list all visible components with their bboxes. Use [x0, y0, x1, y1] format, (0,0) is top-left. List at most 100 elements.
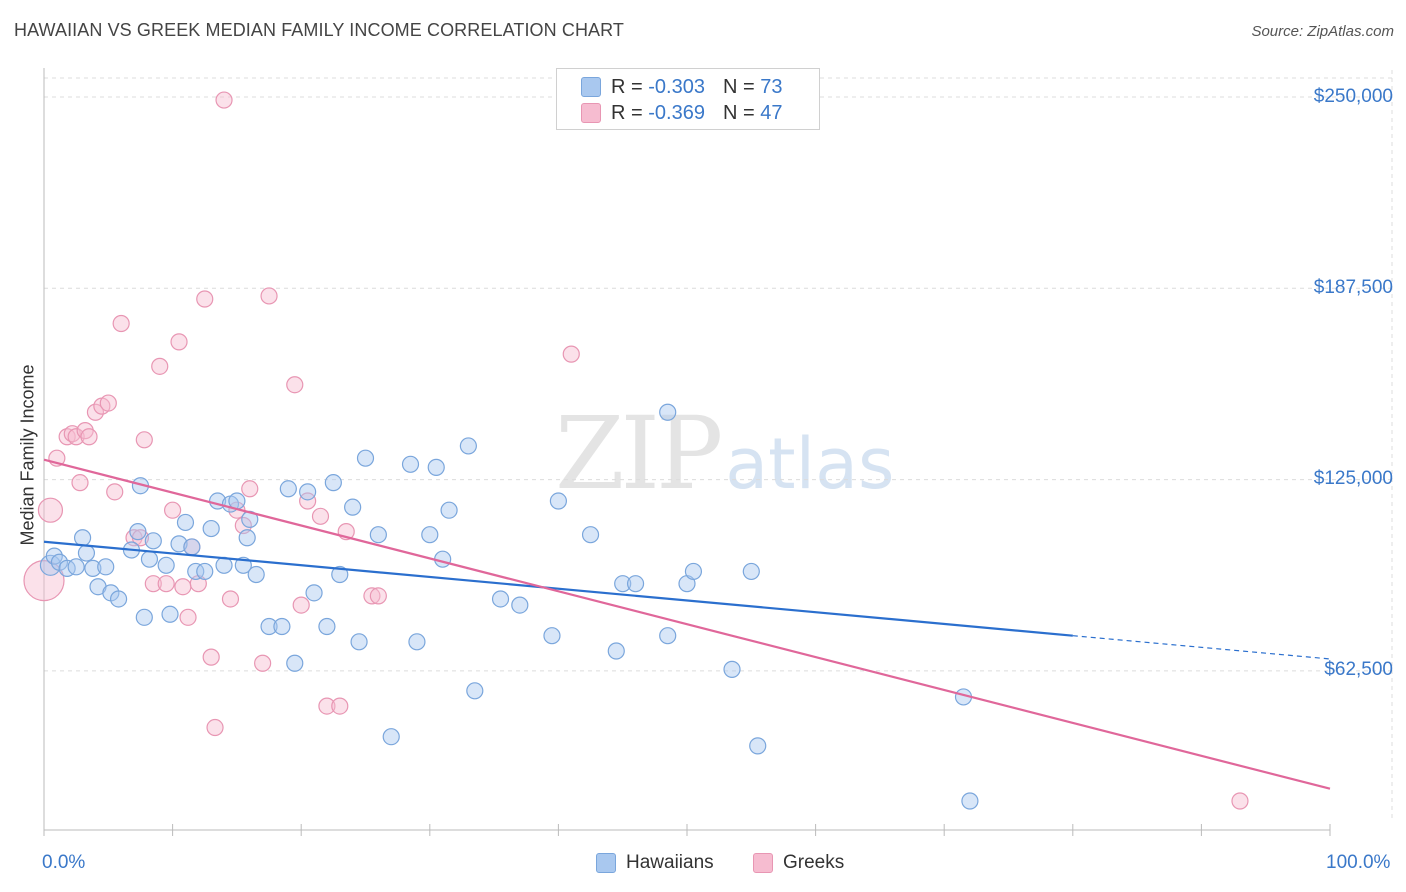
hawaiians-point: [684, 562, 703, 581]
hawaiians-point: [84, 559, 102, 577]
chart-title: HAWAIIAN VS GREEK MEDIAN FAMILY INCOME C…: [14, 20, 625, 40]
greeks-point: [363, 587, 381, 605]
hawaiians-point: [742, 562, 760, 581]
greeks-point: [331, 697, 349, 715]
y-tick-label: $62,500: [1324, 659, 1393, 680]
hawaiians-point: [549, 492, 568, 510]
hawaiians-swatch: [581, 77, 601, 97]
axis-layer: [43, 68, 1331, 836]
trend-lines: [43, 458, 1331, 790]
hawaiians-point: [67, 558, 85, 576]
hawaiians-point: [318, 617, 336, 636]
hawaiians-point: [196, 562, 214, 581]
hawaiians-points: [39, 403, 979, 810]
greeks-point: [80, 428, 98, 446]
greeks-point: [292, 596, 310, 614]
legend-row-hawaiians: R = -0.303 N = 73: [581, 74, 782, 100]
greeks-point: [174, 578, 192, 596]
hawaiians-point: [491, 590, 510, 608]
hawaiians-point: [369, 526, 387, 544]
hawaiians-point: [356, 449, 375, 467]
greeks-point: [260, 287, 278, 305]
hawaiians-point: [260, 617, 278, 636]
n-value: 73: [760, 75, 783, 98]
hawaiians-point: [749, 737, 767, 755]
greeks-swatch: [581, 103, 601, 123]
hawaiians-point: [350, 633, 368, 651]
hawaiians-point: [161, 605, 179, 623]
correlation-legend: R = -0.303 N = 73 R = -0.369 N = 47: [556, 68, 820, 130]
hawaiians-point: [140, 550, 159, 568]
legend-item-hawaiians[interactable]: Hawaiians: [596, 852, 714, 874]
greeks-point: [202, 648, 220, 666]
greeks-point: [311, 507, 330, 525]
hawaiians-point: [97, 558, 115, 576]
y-tick-label: $187,500: [1313, 277, 1393, 298]
hawaiians-point: [157, 556, 175, 574]
x-tick-label-max: 100.0%: [1326, 852, 1391, 873]
hawaiians-point: [459, 437, 477, 455]
hawaiians-point: [324, 474, 342, 492]
hawaiians-point: [408, 633, 426, 651]
greeks-trend-line: [43, 458, 1331, 790]
greeks-point: [179, 608, 197, 626]
greeks-point: [71, 474, 89, 492]
greeks-point: [112, 314, 130, 333]
hawaiians-point: [427, 458, 445, 476]
hawaiians-point: [961, 792, 979, 810]
hawaiians-point: [176, 513, 195, 532]
greeks-point: [86, 403, 105, 421]
greeks-point: [144, 575, 162, 593]
hawaiians-point: [581, 526, 600, 544]
hawaiians-point: [344, 498, 362, 516]
greeks-point: [286, 376, 304, 394]
hawaiians-point: [299, 483, 317, 501]
hawaiians-point: [273, 617, 291, 636]
greeks-point: [318, 697, 336, 715]
hawaiians-point: [511, 596, 529, 614]
greeks-point: [241, 480, 259, 498]
y-tick-label: $125,000: [1313, 468, 1393, 489]
greeks-point: [99, 394, 117, 412]
greeks-point: [164, 501, 182, 519]
hawaiians-point: [286, 654, 304, 672]
hawaiians-point: [238, 529, 256, 547]
hawaiians-point: [723, 660, 741, 678]
legend-item-greeks[interactable]: Greeks: [753, 852, 844, 874]
r-label: R =: [611, 75, 643, 98]
hawaiians-point: [73, 529, 92, 547]
hawaiians-trend-extension: [1072, 635, 1331, 660]
greeks-point: [37, 497, 64, 523]
legend-label: Hawaiians: [626, 852, 714, 873]
n-label: N =: [722, 75, 755, 98]
r-label: R =: [611, 101, 643, 124]
hawaiians-point: [614, 575, 632, 593]
hawaiians-point: [129, 523, 147, 541]
r-value: -0.369: [648, 101, 705, 124]
greeks-point: [157, 575, 175, 593]
hawaiians-point: [77, 544, 96, 562]
hawaiians-point: [247, 565, 265, 584]
hawaiians-point: [626, 575, 645, 593]
hawaiians-trend-line: [43, 540, 1073, 637]
greeks-point: [254, 654, 272, 672]
hawaiians-point: [659, 627, 677, 645]
hawaiians-point: [331, 565, 349, 584]
hawaiians-point: [170, 535, 188, 553]
hawaiians-point: [382, 728, 400, 746]
hawaiians-point: [135, 608, 153, 626]
hawaiians-point: [279, 480, 297, 498]
y-tick-label: $250,000: [1313, 86, 1393, 107]
hawaiians-point: [466, 682, 484, 700]
legend-row-greeks: R = -0.369 N = 47: [581, 100, 782, 126]
greeks-point: [106, 483, 124, 501]
legend-label: Greeks: [783, 852, 845, 873]
greeks-point: [196, 290, 214, 308]
greeks-point: [206, 718, 224, 737]
hawaiians-point: [440, 501, 458, 519]
hawaiians-swatch: [596, 853, 616, 873]
hawaiians-point: [39, 554, 62, 576]
hawaiians-point: [543, 627, 561, 645]
n-label: N =: [722, 101, 755, 124]
